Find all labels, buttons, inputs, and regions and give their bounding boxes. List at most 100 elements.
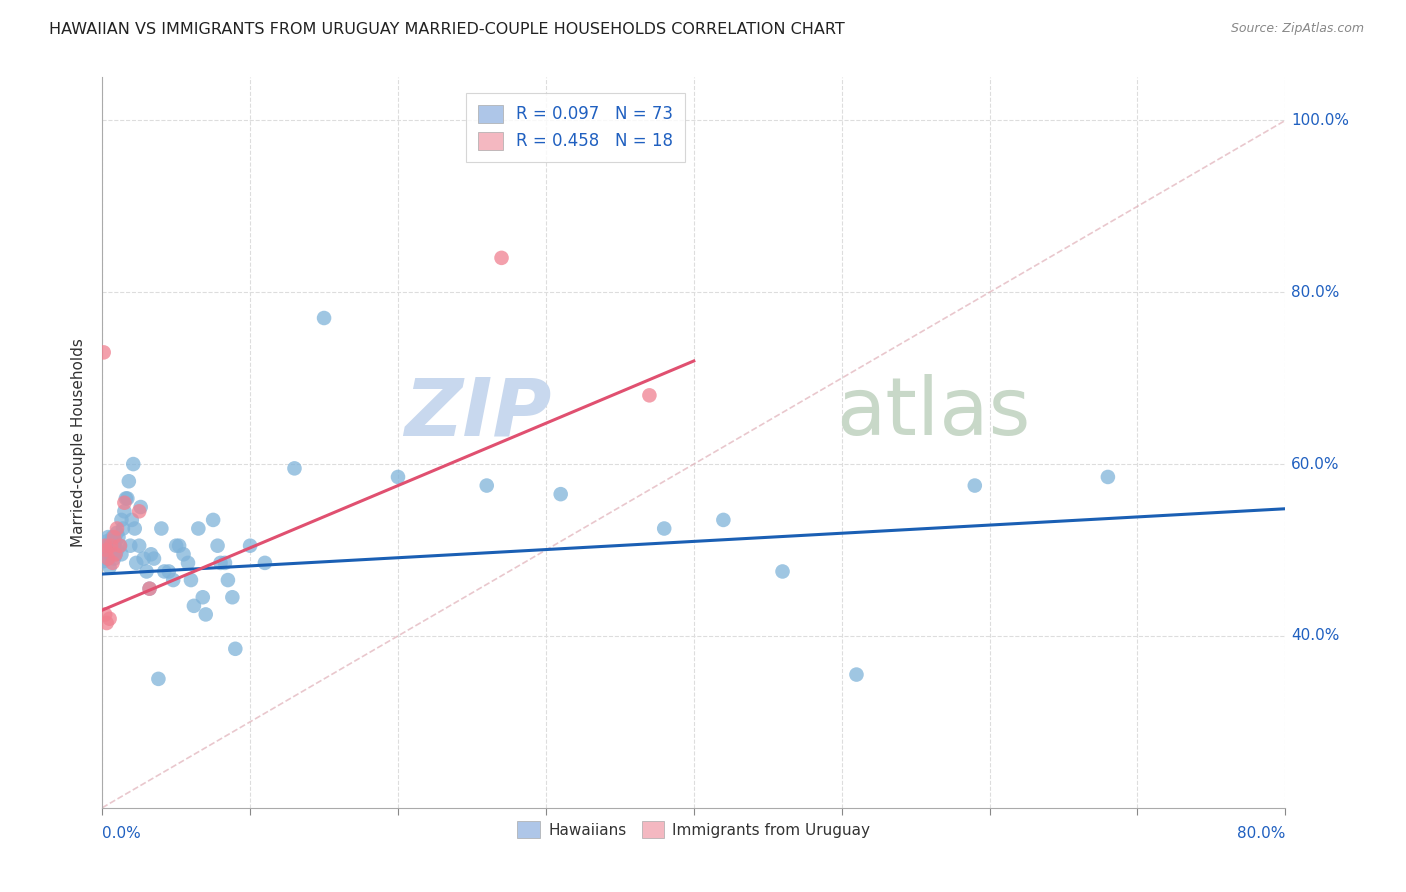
Point — [550, 487, 572, 501]
Point — [94, 539, 117, 553]
Point — [135, 565, 157, 579]
Point — [108, 539, 131, 553]
Point — [105, 525, 128, 540]
Point — [1097, 470, 1119, 484]
Point — [93, 554, 115, 568]
Point — [117, 491, 139, 506]
Point — [112, 496, 135, 510]
Point — [98, 539, 121, 553]
Point — [162, 573, 184, 587]
Point — [93, 345, 115, 359]
Point — [97, 551, 120, 566]
Point — [150, 522, 173, 536]
Point — [132, 551, 155, 566]
Point — [153, 565, 176, 579]
Text: ZIP: ZIP — [405, 375, 551, 452]
Point — [107, 530, 129, 544]
Point — [138, 582, 160, 596]
Point — [387, 470, 409, 484]
Point — [97, 530, 120, 544]
Point — [638, 388, 661, 402]
Text: Source: ZipAtlas.com: Source: ZipAtlas.com — [1230, 22, 1364, 36]
Point — [253, 556, 276, 570]
Text: 40.0%: 40.0% — [1291, 628, 1340, 643]
Point — [143, 551, 166, 566]
Point — [98, 612, 121, 626]
Point — [207, 539, 229, 553]
Point — [202, 513, 225, 527]
Point — [125, 556, 148, 570]
Point — [217, 573, 239, 587]
Point — [94, 607, 117, 622]
Point — [105, 522, 128, 536]
Point — [128, 504, 150, 518]
Point — [187, 522, 209, 536]
Point — [177, 556, 200, 570]
Point — [214, 556, 236, 570]
Point — [103, 539, 125, 553]
Y-axis label: Married-couple Households: Married-couple Households — [72, 338, 86, 547]
Point — [100, 534, 122, 549]
Point — [148, 672, 170, 686]
Point — [173, 547, 195, 561]
Point — [283, 461, 305, 475]
Point — [138, 582, 160, 596]
Point — [157, 565, 180, 579]
Point — [491, 251, 513, 265]
Point — [96, 543, 118, 558]
Point — [224, 641, 246, 656]
Point — [112, 504, 135, 518]
Point — [104, 534, 127, 549]
Point — [183, 599, 205, 613]
Point — [101, 556, 124, 570]
Text: 80.0%: 80.0% — [1291, 285, 1340, 300]
Point — [115, 491, 138, 506]
Point — [100, 547, 122, 561]
Text: 0.0%: 0.0% — [103, 826, 141, 841]
Text: 60.0%: 60.0% — [1291, 457, 1340, 472]
Point — [191, 591, 214, 605]
Point — [120, 539, 142, 553]
Point — [239, 539, 262, 553]
Text: atlas: atlas — [835, 375, 1031, 452]
Point — [105, 543, 128, 558]
Point — [110, 513, 132, 527]
Point — [845, 667, 868, 681]
Point — [652, 522, 675, 536]
Legend: Hawaiians, Immigrants from Uruguay: Hawaiians, Immigrants from Uruguay — [512, 815, 876, 844]
Point — [96, 534, 118, 549]
Point — [711, 513, 734, 527]
Point — [139, 547, 162, 561]
Text: HAWAIIAN VS IMMIGRANTS FROM URUGUAY MARRIED-COUPLE HOUSEHOLDS CORRELATION CHART: HAWAIIAN VS IMMIGRANTS FROM URUGUAY MARR… — [49, 22, 845, 37]
Point — [129, 500, 152, 514]
Point — [963, 478, 986, 492]
Point — [103, 530, 125, 544]
Point — [122, 457, 145, 471]
Point — [108, 539, 131, 553]
Point — [104, 547, 127, 561]
Point — [101, 543, 124, 558]
Text: 80.0%: 80.0% — [1237, 826, 1285, 841]
Point — [104, 547, 127, 561]
Point — [772, 565, 794, 579]
Point — [94, 545, 117, 559]
Point — [180, 573, 202, 587]
Point — [121, 513, 143, 527]
Point — [101, 530, 124, 544]
Point — [98, 560, 121, 574]
Point — [124, 522, 146, 536]
Point — [167, 539, 190, 553]
Point — [312, 311, 335, 326]
Point — [194, 607, 217, 622]
Point — [128, 539, 150, 553]
Point — [100, 539, 122, 553]
Point — [118, 475, 141, 489]
Point — [96, 615, 118, 630]
Point — [103, 551, 125, 566]
Point — [221, 591, 243, 605]
Point — [96, 551, 118, 566]
Point — [165, 539, 187, 553]
Point — [97, 543, 120, 558]
Point — [475, 478, 498, 492]
Text: 100.0%: 100.0% — [1291, 113, 1350, 128]
